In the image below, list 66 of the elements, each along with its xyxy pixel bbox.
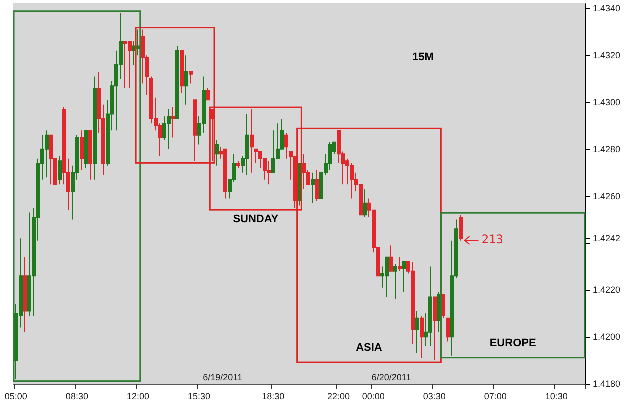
x-tick-label: 03:30: [423, 392, 446, 401]
candlestick: [180, 50, 184, 94]
y-tick-label: 1.4300: [593, 98, 621, 108]
annotation: EUROPE: [490, 337, 536, 350]
candlestick: [302, 154, 306, 190]
candlestick: [254, 148, 258, 164]
candlestick: [171, 106, 175, 138]
candlestick: [393, 264, 397, 300]
candlestick: [23, 256, 27, 333]
y-tick-label: 1.4320: [593, 50, 621, 61]
candlestick: [267, 160, 271, 186]
x-tick-label: 10:30: [545, 392, 568, 401]
candlestick: [84, 130, 88, 169]
x-tick-label: 00:00: [362, 392, 385, 401]
candlestick: [49, 134, 53, 186]
x-tick-label: 07:00: [484, 392, 507, 401]
y-tick-label: 1.4340: [593, 4, 621, 14]
candlestick: [93, 76, 97, 180]
candlestick: [433, 296, 437, 362]
candlestick: [250, 109, 254, 174]
y-tick-label: 1.4280: [593, 144, 621, 154]
candlestick: [398, 256, 402, 272]
candlestick: [363, 188, 367, 218]
candlestick: [428, 266, 432, 347]
candlestick: [437, 292, 441, 333]
candlestick: [223, 148, 227, 200]
annotation: 6/19/2011: [203, 372, 242, 382]
candlestick: [206, 88, 210, 101]
x-tick-label: 05:00: [4, 392, 28, 401]
candlestick: [446, 318, 450, 342]
x-tick-label: 15:30: [188, 392, 211, 401]
candlestick: [210, 109, 214, 162]
candlestick: [88, 130, 92, 180]
annotation: ASIA: [356, 342, 382, 354]
candlestick: [315, 170, 319, 202]
candlestick: [175, 46, 179, 120]
y-tick-label: 1.4260: [593, 191, 621, 202]
annotation: 6/20/2011: [372, 372, 412, 382]
y-tick-label: 1.4180: [593, 379, 621, 389]
annotation: SUNDAY: [233, 214, 280, 226]
candlestick: [284, 132, 288, 160]
candlestick: [311, 172, 315, 204]
candlestick: [402, 262, 406, 294]
candlestick: [420, 315, 424, 359]
candlestick: [193, 100, 197, 162]
candlestick: [80, 130, 84, 172]
x-tick-label: 22:00: [327, 392, 350, 401]
annotation: 15M: [412, 52, 434, 64]
candlestick: [215, 140, 219, 166]
candlestick: [415, 310, 419, 354]
x-tick-label: 12:00: [126, 392, 150, 401]
candlestick: [459, 214, 463, 242]
candlestick: [245, 114, 249, 176]
candlestick: [389, 245, 393, 272]
candlestick: [293, 156, 297, 209]
annotation: 213: [482, 232, 504, 247]
y-tick-label: 1.4200: [593, 332, 621, 342]
candlestick: [236, 160, 240, 169]
y-tick-label: 1.4242: [593, 234, 621, 244]
x-tick-label: 08:30: [66, 392, 88, 401]
candlestick: [58, 156, 62, 186]
candlestick: [328, 142, 332, 172]
candlestick: [189, 72, 193, 84]
y-tick-label: 1.4220: [593, 285, 621, 296]
x-tick-label: 18:30: [262, 392, 285, 401]
candlestick: [184, 55, 188, 106]
